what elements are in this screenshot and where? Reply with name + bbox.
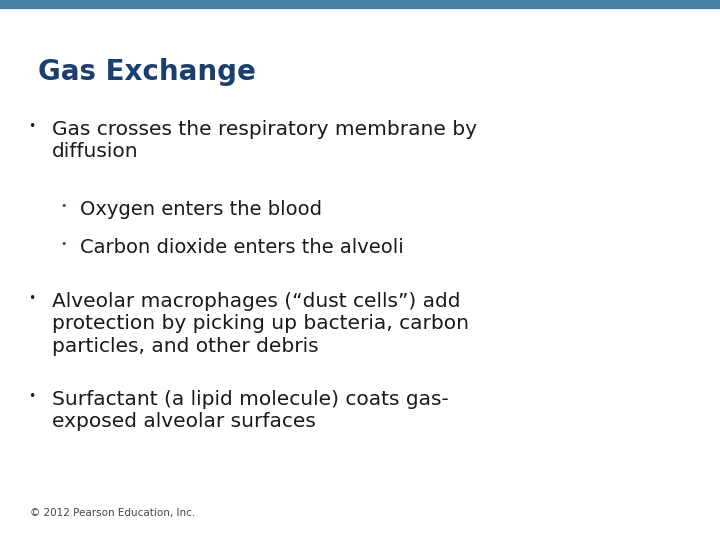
Text: Gas crosses the respiratory membrane by: Gas crosses the respiratory membrane by — [52, 120, 477, 139]
Text: exposed alveolar surfaces: exposed alveolar surfaces — [52, 413, 316, 431]
Text: Alveolar macrophages (“dust cells”) add: Alveolar macrophages (“dust cells”) add — [52, 292, 461, 311]
Text: © 2012 Pearson Education, Inc.: © 2012 Pearson Education, Inc. — [30, 508, 195, 518]
Text: •: • — [28, 292, 35, 305]
Text: Surfactant (a lipid molecule) coats gas-: Surfactant (a lipid molecule) coats gas- — [52, 390, 449, 409]
Bar — [0, 0, 720, 8]
Text: diffusion: diffusion — [52, 143, 139, 161]
Text: protection by picking up bacteria, carbon: protection by picking up bacteria, carbo… — [52, 314, 469, 334]
Text: •: • — [28, 120, 35, 133]
Text: •: • — [60, 201, 66, 211]
Text: Carbon dioxide enters the alveoli: Carbon dioxide enters the alveoli — [80, 238, 404, 257]
Text: particles, and other debris: particles, and other debris — [52, 337, 319, 356]
Text: •: • — [28, 390, 35, 403]
Text: Oxygen enters the blood: Oxygen enters the blood — [80, 200, 322, 219]
Text: •: • — [60, 239, 66, 249]
Text: Gas Exchange: Gas Exchange — [38, 58, 256, 86]
